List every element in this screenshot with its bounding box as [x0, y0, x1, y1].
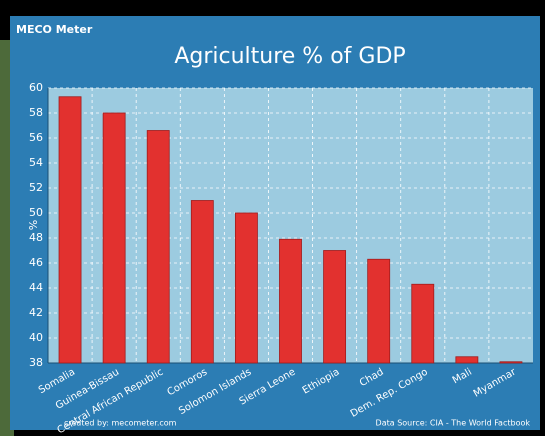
bar [455, 356, 479, 364]
y-tick-label: 38 [29, 356, 43, 369]
y-tick-label: 50 [29, 206, 43, 219]
bar [323, 250, 347, 364]
bar [58, 96, 82, 364]
credit: created by: mecometer.com [64, 419, 177, 428]
y-tick-label: 40 [29, 331, 43, 344]
logo: MECO Meter [16, 23, 93, 36]
y-tick-label: 54 [29, 156, 43, 169]
bar [367, 258, 391, 364]
bar [411, 283, 435, 364]
chart-title: Agriculture % of GDP [174, 44, 405, 69]
y-tick-label: 48 [29, 231, 43, 244]
y-axis-label: % [27, 220, 40, 230]
bar [499, 361, 523, 364]
y-tick-label: 42 [29, 306, 43, 319]
y-tick-label: 44 [29, 281, 43, 294]
bar [279, 238, 302, 364]
y-tick-label: 52 [29, 181, 43, 194]
y-tick-label: 56 [29, 131, 43, 144]
y-tick-label: 58 [29, 106, 43, 119]
bar [234, 212, 258, 364]
bar [190, 200, 214, 364]
y-tick-label: 60 [29, 81, 43, 94]
y-tick-label: 46 [29, 256, 43, 269]
source: Data Source: CIA - The World Factbook [376, 419, 531, 428]
bar [146, 130, 170, 364]
bar [102, 112, 126, 364]
